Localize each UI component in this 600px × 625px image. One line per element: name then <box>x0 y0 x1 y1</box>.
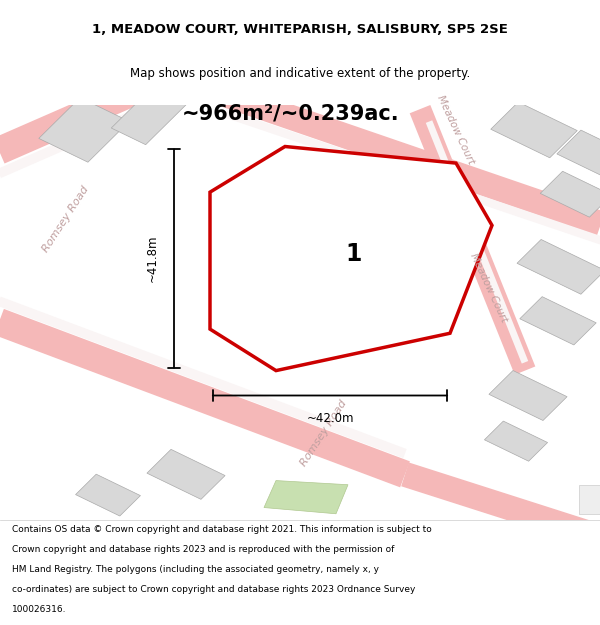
Text: 100026316.: 100026316. <box>12 605 67 614</box>
Polygon shape <box>111 74 201 144</box>
Text: 1: 1 <box>346 242 362 266</box>
Polygon shape <box>306 202 390 265</box>
Text: ~966m²/~0.239ac.: ~966m²/~0.239ac. <box>182 103 400 123</box>
Polygon shape <box>39 98 129 162</box>
Polygon shape <box>540 171 600 217</box>
Polygon shape <box>491 102 577 158</box>
Text: ~41.8m: ~41.8m <box>146 235 159 282</box>
Text: Meadow Court: Meadow Court <box>469 251 509 324</box>
Polygon shape <box>210 146 492 371</box>
Text: ~42.0m: ~42.0m <box>306 412 354 425</box>
Text: co-ordinates) are subject to Crown copyright and database rights 2023 Ordnance S: co-ordinates) are subject to Crown copyr… <box>12 585 415 594</box>
Polygon shape <box>484 421 548 461</box>
Text: Contains OS data © Crown copyright and database right 2021. This information is : Contains OS data © Crown copyright and d… <box>12 525 432 534</box>
Text: 1, MEADOW COURT, WHITEPARISH, SALISBURY, SP5 2SE: 1, MEADOW COURT, WHITEPARISH, SALISBURY,… <box>92 23 508 36</box>
Polygon shape <box>489 371 567 421</box>
Text: Map shows position and indicative extent of the property.: Map shows position and indicative extent… <box>130 67 470 80</box>
Text: Romsey Road: Romsey Road <box>41 184 91 254</box>
Polygon shape <box>557 130 600 176</box>
Polygon shape <box>517 239 600 294</box>
Polygon shape <box>76 474 140 516</box>
Text: Meadow Court: Meadow Court <box>436 94 476 166</box>
Polygon shape <box>520 297 596 345</box>
Text: HM Land Registry. The polygons (including the associated geometry, namely x, y: HM Land Registry. The polygons (includin… <box>12 565 379 574</box>
Text: Crown copyright and database rights 2023 and is reproduced with the permission o: Crown copyright and database rights 2023… <box>12 545 394 554</box>
Polygon shape <box>579 485 600 514</box>
Polygon shape <box>147 449 225 499</box>
Polygon shape <box>264 481 348 514</box>
Text: Romsey Road: Romsey Road <box>299 398 349 468</box>
